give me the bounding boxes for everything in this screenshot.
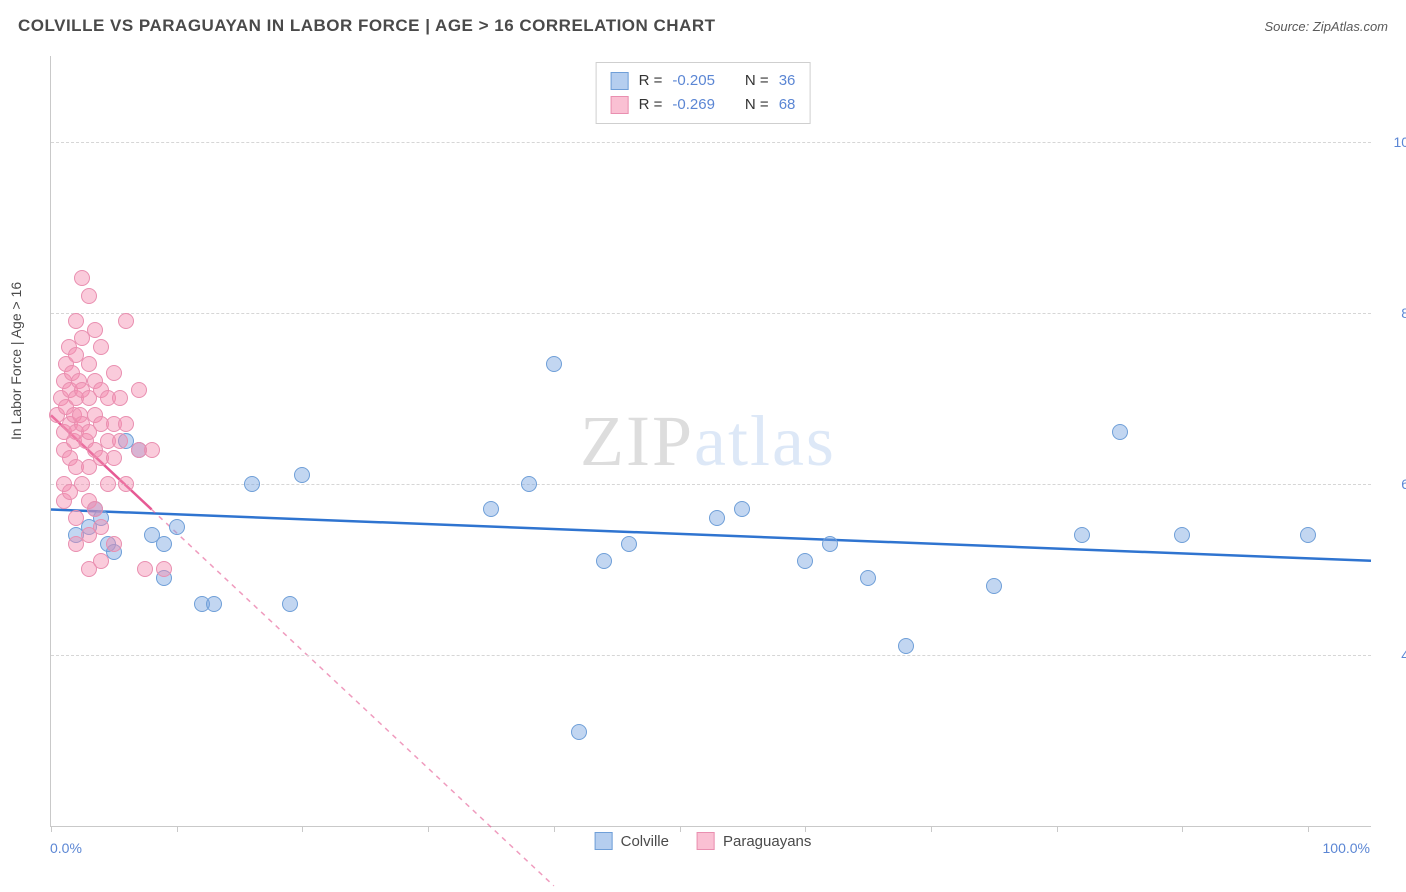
legend-stats-row: R = -0.205 N = 36 bbox=[611, 69, 796, 93]
y-tick-label: 80.0% bbox=[1381, 305, 1406, 321]
y-tick-label: 40.0% bbox=[1381, 647, 1406, 663]
legend-swatch bbox=[611, 96, 629, 114]
n-label: N = bbox=[745, 69, 769, 93]
n-value: 68 bbox=[779, 93, 796, 117]
data-point bbox=[137, 561, 153, 577]
data-point bbox=[144, 442, 160, 458]
data-point bbox=[93, 339, 109, 355]
data-point bbox=[93, 519, 109, 535]
data-point bbox=[169, 519, 185, 535]
data-point bbox=[156, 536, 172, 552]
x-axis-min-label: 0.0% bbox=[50, 840, 82, 856]
data-point bbox=[106, 365, 122, 381]
gridline bbox=[51, 655, 1371, 656]
data-point bbox=[118, 416, 134, 432]
gridline bbox=[51, 313, 1371, 314]
data-point bbox=[106, 536, 122, 552]
data-point bbox=[68, 510, 84, 526]
data-point bbox=[596, 553, 612, 569]
legend-swatch bbox=[595, 832, 613, 850]
x-tick bbox=[51, 826, 52, 832]
data-point bbox=[74, 270, 90, 286]
x-tick bbox=[931, 826, 932, 832]
r-label: R = bbox=[639, 93, 663, 117]
data-point bbox=[860, 570, 876, 586]
data-point bbox=[118, 313, 134, 329]
legend-item: Colville bbox=[595, 832, 669, 850]
data-point bbox=[106, 450, 122, 466]
data-point bbox=[621, 536, 637, 552]
data-point bbox=[294, 467, 310, 483]
legend-label: Paraguayans bbox=[723, 833, 811, 850]
data-point bbox=[571, 724, 587, 740]
r-value: -0.205 bbox=[672, 69, 715, 93]
data-point bbox=[244, 476, 260, 492]
data-point bbox=[822, 536, 838, 552]
data-point bbox=[118, 476, 134, 492]
legend-item: Paraguayans bbox=[697, 832, 811, 850]
data-point bbox=[112, 390, 128, 406]
legend-label: Colville bbox=[621, 833, 669, 850]
source-label: Source: ZipAtlas.com bbox=[1264, 19, 1388, 34]
data-point bbox=[483, 501, 499, 517]
chart-plot-area: 40.0%60.0%80.0%100.0% bbox=[50, 56, 1371, 827]
data-point bbox=[156, 561, 172, 577]
data-point bbox=[898, 638, 914, 654]
gridline bbox=[51, 142, 1371, 143]
correlation-legend: R = -0.205 N = 36 R = -0.269 N = 68 bbox=[596, 62, 811, 124]
legend-swatch bbox=[611, 72, 629, 90]
data-point bbox=[74, 476, 90, 492]
legend-swatch bbox=[697, 832, 715, 850]
n-label: N = bbox=[745, 93, 769, 117]
data-point bbox=[100, 476, 116, 492]
regression-extrapolation bbox=[152, 509, 554, 885]
data-point bbox=[1174, 527, 1190, 543]
x-tick bbox=[1308, 826, 1309, 832]
data-point bbox=[112, 433, 128, 449]
x-tick bbox=[554, 826, 555, 832]
x-tick bbox=[428, 826, 429, 832]
data-point bbox=[93, 553, 109, 569]
n-value: 36 bbox=[779, 69, 796, 93]
r-label: R = bbox=[639, 69, 663, 93]
x-axis-max-label: 100.0% bbox=[1323, 840, 1370, 856]
data-point bbox=[1074, 527, 1090, 543]
x-tick bbox=[1182, 826, 1183, 832]
y-tick-label: 100.0% bbox=[1381, 134, 1406, 150]
data-point bbox=[87, 322, 103, 338]
data-point bbox=[131, 382, 147, 398]
data-point bbox=[546, 356, 562, 372]
data-point bbox=[68, 313, 84, 329]
header: COLVILLE VS PARAGUAYAN IN LABOR FORCE | … bbox=[18, 16, 1388, 36]
y-axis-title: In Labor Force | Age > 16 bbox=[8, 282, 24, 440]
data-point bbox=[1300, 527, 1316, 543]
data-point bbox=[81, 356, 97, 372]
chart-title: COLVILLE VS PARAGUAYAN IN LABOR FORCE | … bbox=[18, 16, 716, 36]
data-point bbox=[81, 288, 97, 304]
data-point bbox=[282, 596, 298, 612]
regression-lines-layer bbox=[51, 56, 1371, 826]
series-legend: Colville Paraguayans bbox=[595, 832, 812, 850]
data-point bbox=[87, 501, 103, 517]
data-point bbox=[986, 578, 1002, 594]
data-point bbox=[206, 596, 222, 612]
data-point bbox=[709, 510, 725, 526]
x-tick bbox=[1057, 826, 1058, 832]
y-tick-label: 60.0% bbox=[1381, 476, 1406, 492]
x-tick bbox=[177, 826, 178, 832]
data-point bbox=[1112, 424, 1128, 440]
r-value: -0.269 bbox=[672, 93, 715, 117]
data-point bbox=[521, 476, 537, 492]
legend-stats-row: R = -0.269 N = 68 bbox=[611, 93, 796, 117]
x-tick bbox=[302, 826, 303, 832]
data-point bbox=[797, 553, 813, 569]
data-point bbox=[734, 501, 750, 517]
